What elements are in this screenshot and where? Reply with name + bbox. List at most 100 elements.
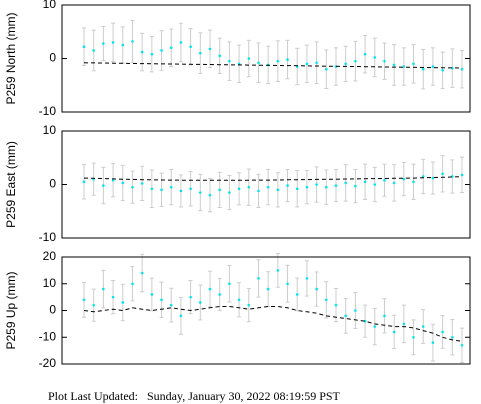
data-point: [247, 57, 251, 60]
data-point: [334, 303, 338, 307]
data-point: [111, 178, 115, 182]
data-point: [354, 184, 357, 188]
data-point: [276, 269, 280, 272]
data-point: [257, 61, 260, 65]
data-point: [247, 303, 251, 307]
data-point: [189, 187, 192, 191]
data-point: [344, 181, 347, 185]
data-point: [315, 61, 318, 65]
data-point: [102, 42, 105, 45]
data-point: [82, 45, 86, 49]
data-point: [199, 301, 202, 304]
data-point: [189, 295, 192, 299]
data-point: [218, 54, 221, 58]
data-point: [392, 63, 396, 67]
data-point: [373, 325, 377, 328]
data-point: [121, 301, 125, 304]
data-point: [431, 65, 435, 68]
y-tick-label: 10: [43, 0, 57, 11]
data-point: [421, 175, 425, 178]
data-point: [325, 298, 328, 302]
data-point: [295, 187, 299, 191]
y-tick-label: -10: [39, 230, 57, 244]
data-point: [102, 287, 105, 291]
data-point: [179, 189, 183, 193]
data-point: [169, 46, 173, 50]
data-point: [421, 67, 425, 71]
data-point: [460, 173, 464, 177]
y-axis-label: P259 North (mm): [4, 12, 18, 104]
y-tick-label: -20: [39, 356, 57, 370]
data-point: [460, 67, 464, 71]
data-point: [315, 183, 318, 186]
data-point: [276, 59, 280, 63]
data-point: [363, 180, 367, 184]
data-point: [266, 185, 270, 189]
data-point: [431, 176, 435, 180]
data-point: [441, 330, 444, 334]
data-point: [402, 65, 406, 68]
data-point: [412, 180, 415, 184]
data-point: [82, 180, 86, 184]
y-tick-label: 20: [43, 249, 57, 263]
data-point: [111, 295, 115, 299]
data-point: [286, 184, 289, 187]
data-point: [363, 319, 367, 323]
data-point: [325, 185, 328, 189]
data-point: [373, 56, 377, 59]
data-point: [218, 188, 221, 192]
data-point: [305, 185, 309, 189]
trend-line: [83, 62, 463, 69]
data-point: [150, 187, 154, 191]
data-point: [257, 189, 260, 193]
data-point: [373, 183, 377, 186]
data-point: [208, 47, 212, 51]
data-point: [102, 184, 105, 187]
data-point: [179, 41, 183, 44]
data-point: [121, 43, 125, 47]
data-point: [131, 40, 134, 43]
y-tick-label: -10: [39, 104, 57, 118]
data-point: [363, 52, 367, 56]
data-point: [228, 59, 231, 63]
y-axis-label: P259 East (mm): [4, 141, 18, 228]
data-point: [334, 184, 338, 187]
y-axis-label: P259 Up (mm): [4, 271, 18, 349]
data-point: [121, 181, 125, 185]
data-point: [354, 309, 357, 312]
trend-line: [83, 306, 463, 342]
data-point: [412, 62, 415, 66]
data-point: [189, 45, 192, 49]
data-point: [295, 293, 299, 296]
data-point: [160, 188, 163, 192]
data-point: [344, 314, 347, 318]
data-point: [199, 191, 202, 194]
data-point: [431, 341, 435, 344]
trend-line: [83, 176, 463, 181]
data-point: [305, 277, 309, 280]
data-point: [131, 185, 134, 189]
data-point: [92, 303, 95, 307]
data-point: [315, 287, 318, 291]
data-point: [257, 277, 260, 280]
data-point: [228, 282, 231, 286]
data-point: [383, 178, 386, 182]
data-point: [160, 49, 163, 52]
y-tick-label: 0: [49, 177, 56, 191]
data-point: [451, 335, 454, 339]
data-point: [286, 282, 289, 286]
y-tick-label: -10: [39, 329, 57, 343]
data-point: [383, 314, 386, 318]
data-point: [237, 187, 241, 191]
data-point: [140, 271, 144, 275]
data-point: [169, 303, 173, 307]
data-point: [140, 50, 144, 54]
data-point: [237, 298, 241, 302]
data-point: [325, 67, 328, 71]
y-tick-label: 10: [43, 123, 57, 137]
data-point: [421, 325, 425, 328]
footer-timestamp: Sunday, January 30, 2022 08:19:59 PST: [147, 389, 341, 403]
data-point: [247, 185, 251, 189]
data-point: [305, 62, 309, 66]
